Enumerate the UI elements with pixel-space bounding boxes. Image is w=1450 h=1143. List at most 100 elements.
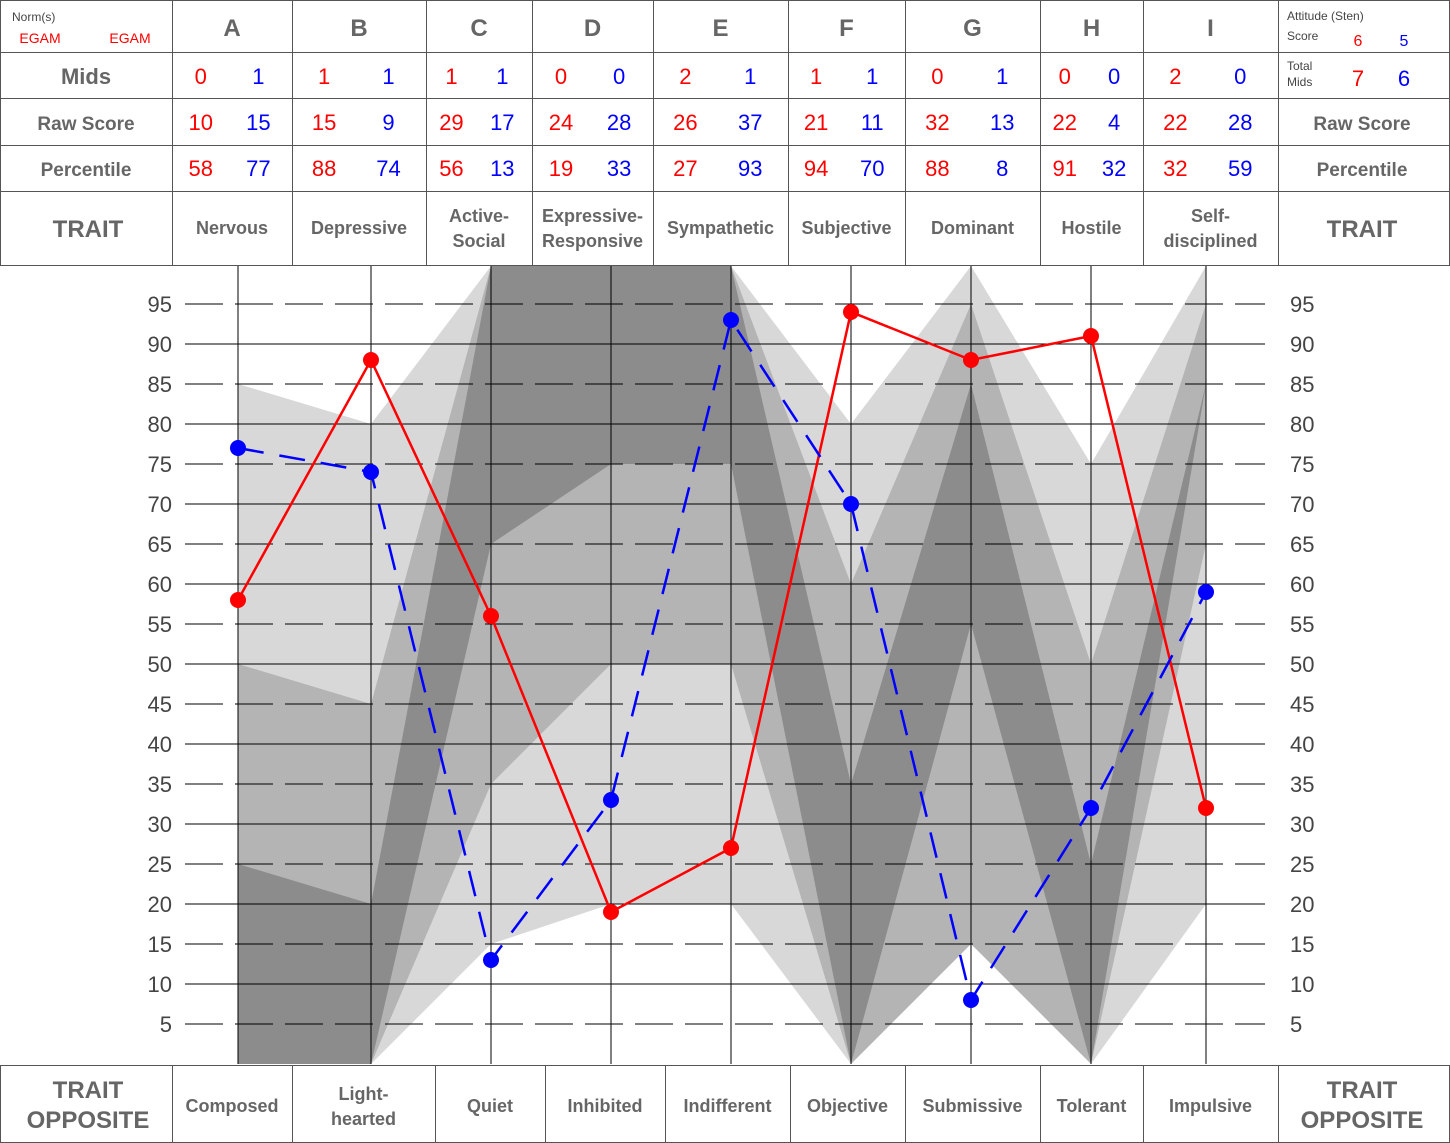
raw-score-red: 22 — [1052, 110, 1076, 135]
trait-opposite-name: Light- — [339, 1084, 389, 1104]
y-tick-label-left: 95 — [148, 292, 172, 317]
y-tick-label-right: 45 — [1290, 692, 1314, 717]
mids-blue: 1 — [496, 64, 508, 89]
raw-score-red: 15 — [312, 110, 336, 135]
y-tick-label-left: 70 — [148, 492, 172, 517]
norms-label: Norm(s) — [12, 10, 55, 24]
data-point-blue-C — [483, 952, 499, 968]
trait-name: disciplined — [1163, 231, 1257, 251]
raw-score-red: 29 — [439, 110, 463, 135]
data-point-red-C — [483, 608, 499, 624]
raw-score-blue: 4 — [1108, 110, 1120, 135]
y-tick-label-right: 55 — [1290, 612, 1314, 637]
percentile-blue: 33 — [607, 156, 631, 181]
y-tick-label-left: 35 — [148, 772, 172, 797]
mids-label: Mids — [61, 64, 111, 89]
trait-opposite-name: Indifferent — [684, 1096, 772, 1116]
trait-opposite-label-right: TRAIT — [1327, 1077, 1398, 1104]
raw-score-blue: 13 — [990, 110, 1014, 135]
percentile-red: 94 — [804, 156, 828, 181]
raw-score-blue: 9 — [382, 110, 394, 135]
mids-red: 0 — [1059, 64, 1071, 89]
mids-red: 0 — [555, 64, 567, 89]
y-tick-label-left: 30 — [148, 812, 172, 837]
attitude-score-red: 6 — [1354, 33, 1363, 50]
factor-letter-C: C — [470, 15, 487, 42]
mids-blue: 1 — [996, 64, 1008, 89]
mids-red: 1 — [318, 64, 330, 89]
data-point-red-D — [603, 904, 619, 920]
y-tick-label-right: 95 — [1290, 292, 1314, 317]
factor-letter-I: I — [1207, 15, 1214, 42]
trait-name: Dominant — [931, 218, 1014, 238]
percentile-red: 91 — [1052, 156, 1076, 181]
data-point-red-E — [723, 840, 739, 856]
y-tick-label-right: 40 — [1290, 732, 1314, 757]
data-point-red-G — [963, 352, 979, 368]
y-tick-label-right: 30 — [1290, 812, 1314, 837]
data-point-red-B — [363, 352, 379, 368]
raw-score-label-right: Raw Score — [1313, 114, 1410, 135]
series-line-blue — [237, 316, 1208, 1004]
data-point-red-I — [1198, 800, 1214, 816]
percentile-blue: 93 — [738, 156, 762, 181]
data-point-red-H — [1083, 328, 1099, 344]
data-point-blue-G — [963, 992, 979, 1008]
factor-letter-E: E — [712, 15, 728, 42]
trait-label: TRAIT — [53, 216, 124, 243]
norm-2: EGAM — [109, 30, 150, 46]
trait-name: Expressive- — [542, 206, 643, 226]
trait-opposite-name: Composed — [185, 1096, 278, 1116]
mids-blue: 1 — [382, 64, 394, 89]
trait-name: Responsive — [542, 231, 643, 251]
raw-score-blue: 28 — [607, 110, 631, 135]
percentile-blue: 8 — [996, 156, 1008, 181]
percentile-blue: 70 — [860, 156, 884, 181]
y-tick-label-right: 70 — [1290, 492, 1314, 517]
percentile-blue: 77 — [246, 156, 270, 181]
percentile-red: 56 — [439, 156, 463, 181]
trait-name: Subjective — [801, 218, 891, 238]
y-tick-label-left: 15 — [148, 932, 172, 957]
y-tick-label-right: 25 — [1290, 852, 1314, 877]
trait-opposite-label-right: OPPOSITE — [1301, 1107, 1424, 1134]
y-tick-label-left: 85 — [148, 372, 172, 397]
y-tick-label-right: 5 — [1290, 1012, 1302, 1037]
y-tick-label-left: 75 — [148, 452, 172, 477]
data-point-blue-E — [723, 312, 739, 328]
attitude-score-blue: 5 — [1400, 33, 1409, 50]
attitude-score-label: Score — [1287, 29, 1319, 43]
raw-score-red: 24 — [549, 110, 573, 135]
mids-red: 0 — [931, 64, 943, 89]
percentile-red: 58 — [189, 156, 213, 181]
total-mids-red: 7 — [1352, 66, 1364, 91]
data-point-blue-B — [363, 464, 379, 480]
trait-name: Active- — [449, 206, 509, 226]
y-tick-label-right: 10 — [1290, 972, 1314, 997]
mids-blue: 0 — [1108, 64, 1120, 89]
mids-red: 2 — [1169, 64, 1181, 89]
raw-score-red: 10 — [189, 110, 213, 135]
raw-score-red: 22 — [1163, 110, 1187, 135]
y-tick-label-right: 85 — [1290, 372, 1314, 397]
raw-score-blue: 17 — [490, 110, 514, 135]
percentile-red: 88 — [312, 156, 336, 181]
trait-opposite-name: Tolerant — [1057, 1096, 1127, 1116]
y-tick-label-right: 15 — [1290, 932, 1314, 957]
y-tick-label-right: 65 — [1290, 532, 1314, 557]
norm-1: EGAM — [19, 30, 60, 46]
data-point-red-F — [843, 304, 859, 320]
total-mids-label: Total — [1287, 59, 1312, 73]
raw-score-blue: 15 — [246, 110, 270, 135]
trait-name: Social — [452, 231, 505, 251]
trait-name: Hostile — [1061, 218, 1121, 238]
y-tick-label-right: 50 — [1290, 652, 1314, 677]
mids-red: 2 — [679, 64, 691, 89]
y-tick-label-left: 25 — [148, 852, 172, 877]
data-point-blue-H — [1083, 800, 1099, 816]
factor-letter-A: A — [223, 15, 240, 42]
percentile-red: 88 — [925, 156, 949, 181]
trait-opposite-name: Impulsive — [1169, 1096, 1252, 1116]
